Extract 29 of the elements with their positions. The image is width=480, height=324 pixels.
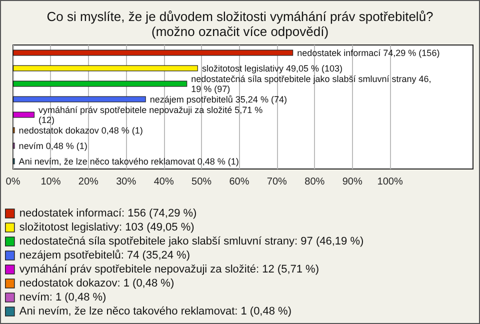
- data-label: nedostatečná síla spotřebitele jako slabší smluvní strany 46,19 % (97): [191, 74, 432, 94]
- data-label: nevím 0,48 % (1): [18, 140, 88, 151]
- legend-label: nezájem psotřebitelů: 74 (35,24 %): [19, 250, 190, 262]
- x-tick-label: 40%: [154, 176, 174, 188]
- x-tick-label: 80%: [304, 176, 325, 188]
- legend-label: Ani nevím, že lze něco takového reklamovat: 1 (0,48 %): [19, 306, 292, 318]
- legend-label: složitotost legislativy: 103 (49,05 %): [19, 222, 194, 234]
- data-label: Ani nevím, že lze něco takového reklamovat 0,48 % (1): [18, 156, 239, 166]
- data-label: složitotost legislativy 49,05 % (103): [202, 63, 343, 74]
- x-tick-label: 20%: [78, 176, 99, 188]
- data-label: nedostatok dokazov 0,48 % (1): [18, 125, 143, 136]
- legend-label: nedostatek informací: 156 (74,29 %): [19, 208, 197, 220]
- x-tick-label: 70%: [266, 176, 288, 188]
- legend-label: nedostatok dokazov: 1 (0,48 %): [19, 278, 174, 290]
- data-label: nezájem psotřebitelů 35,24 % (74): [150, 94, 287, 104]
- x-tick-label: 0%: [6, 176, 20, 188]
- legend-label: nedostatečná síla spotřebitele jako slabší smluvní strany: 97 (46,19 %): [19, 236, 364, 248]
- x-tick-label: 50%: [192, 176, 212, 188]
- data-label: vymáhání práv spotřebitele nepovažuji za složité 5,71 % (12): [38, 104, 266, 125]
- x-tick-label: 60%: [229, 176, 250, 188]
- x-tick-label: 30%: [116, 176, 136, 188]
- legend-label: nevím: 1 (0,48 %): [19, 292, 106, 304]
- x-tick-label: 10%: [40, 176, 61, 188]
- x-tick-label: 90%: [342, 176, 362, 188]
- x-tick-label: 100%: [377, 176, 403, 188]
- legend-label: vymáhání práv spotřebitele nepovažuji za složité: 12 (5,71 %): [19, 264, 320, 276]
- chart-title: Co si myslíte, že je důvodem složitosti vymáhání práv spotřebitelů?: [46, 9, 434, 24]
- chart-subtitle: (možno označit více odpovědí): [151, 24, 329, 39]
- data-label: nedostatek informací 74,29 % (156): [297, 48, 440, 58]
